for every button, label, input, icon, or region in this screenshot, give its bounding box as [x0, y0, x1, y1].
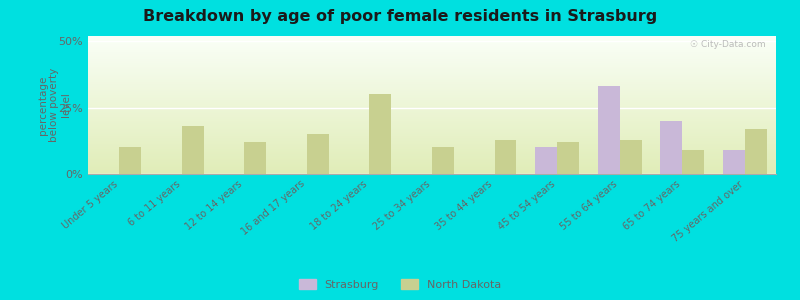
Bar	[182, 126, 204, 174]
Bar	[598, 86, 620, 174]
Bar	[745, 129, 766, 174]
Bar	[535, 148, 557, 174]
Bar	[119, 148, 141, 174]
Y-axis label: percentage
below poverty
level: percentage below poverty level	[38, 68, 71, 142]
Bar	[244, 142, 266, 174]
Bar	[432, 148, 454, 174]
Bar	[620, 140, 642, 174]
Text: Breakdown by age of poor female residents in Strasburg: Breakdown by age of poor female resident…	[143, 9, 657, 24]
Bar	[660, 121, 682, 174]
Bar	[370, 94, 391, 174]
Bar	[307, 134, 329, 174]
Legend: Strasburg, North Dakota: Strasburg, North Dakota	[294, 275, 506, 294]
Text: ☉ City-Data.com: ☉ City-Data.com	[690, 40, 766, 49]
Bar	[723, 150, 745, 174]
Bar	[557, 142, 579, 174]
Bar	[682, 150, 704, 174]
Bar	[494, 140, 517, 174]
